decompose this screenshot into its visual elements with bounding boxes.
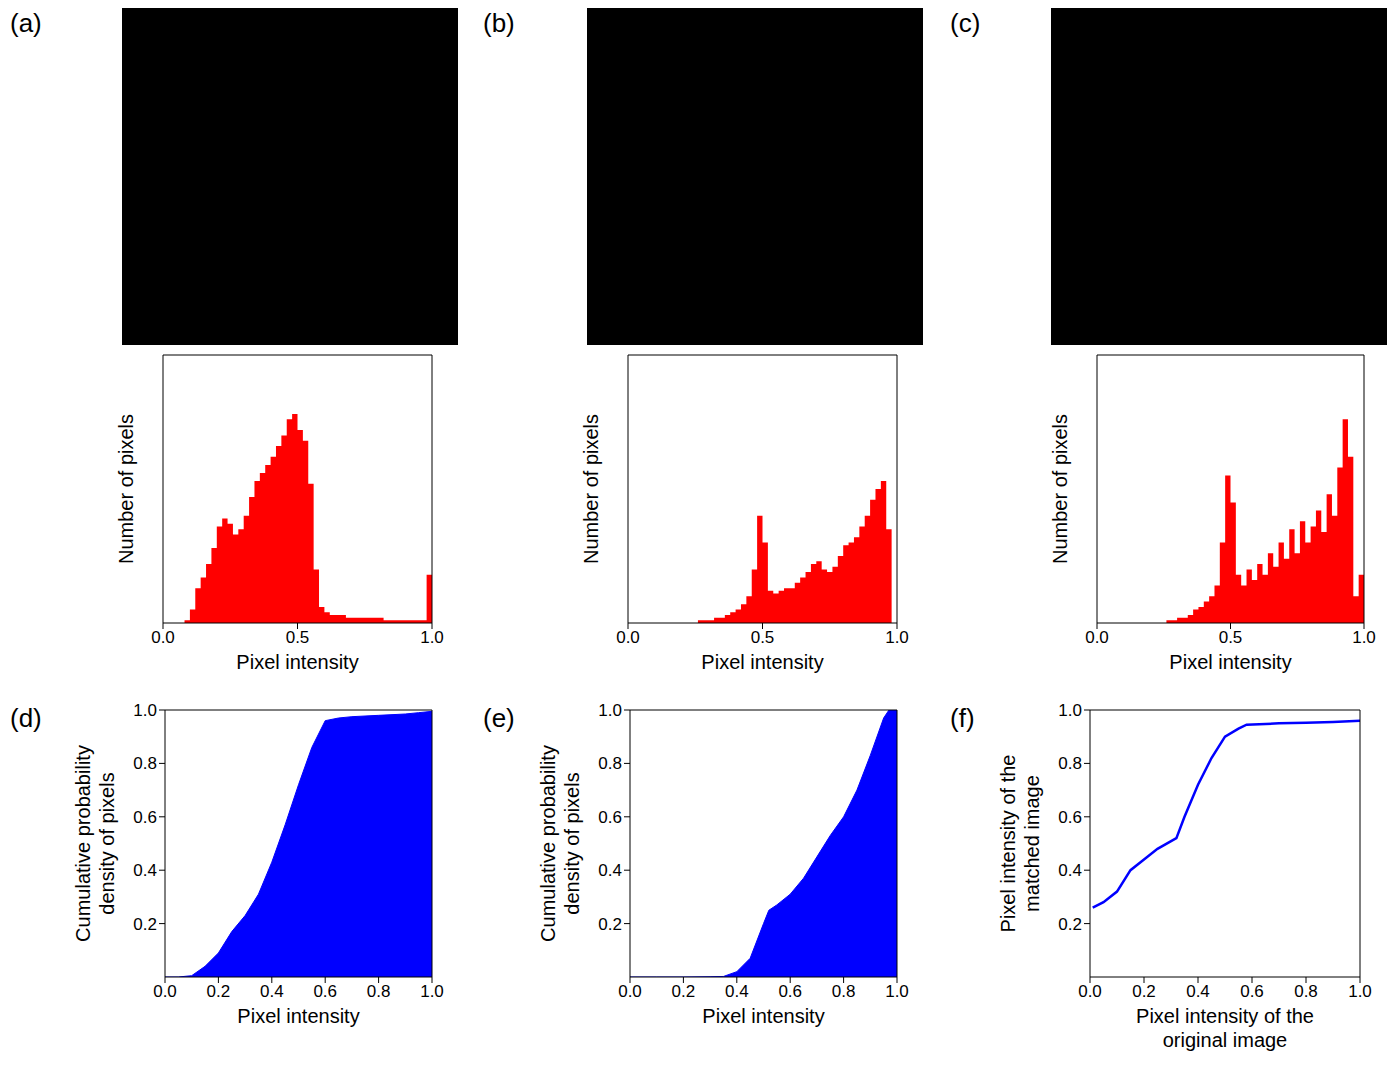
svg-text:0.5: 0.5 (751, 628, 775, 647)
svg-text:1.0: 1.0 (420, 982, 444, 1001)
html-text:(b): (b) (483, 8, 515, 38)
svg-text:matched image: matched image (1021, 775, 1043, 912)
svg-text:0.0: 0.0 (616, 628, 640, 647)
svg-text:0.2: 0.2 (207, 982, 231, 1001)
svg-text:0.8: 0.8 (367, 982, 391, 1001)
svg-text:0.0: 0.0 (618, 982, 642, 1001)
svg-text:1.0: 1.0 (885, 982, 909, 1001)
svg-text:Pixel intensity of the: Pixel intensity of the (997, 755, 1019, 933)
svg-text:1.0: 1.0 (1058, 701, 1082, 720)
html-text:(a): (a) (10, 8, 42, 38)
svg-text:0.6: 0.6 (598, 808, 622, 827)
svg-text:0.2: 0.2 (672, 982, 696, 1001)
svg-text:0.8: 0.8 (133, 754, 157, 773)
svg-text:0.6: 0.6 (778, 982, 802, 1001)
svg-text:0.0: 0.0 (1078, 982, 1102, 1001)
svg-text:Number of pixels: Number of pixels (580, 414, 602, 564)
html-text:(c): (c) (950, 8, 981, 38)
svg-text:1.0: 1.0 (1348, 982, 1372, 1001)
svg-text:0.2: 0.2 (598, 915, 622, 934)
svg-text:0.0: 0.0 (1085, 628, 1109, 647)
svg-text:0.8: 0.8 (598, 754, 622, 773)
svg-text:0.4: 0.4 (133, 861, 157, 880)
svg-text:1.0: 1.0 (885, 628, 909, 647)
svg-text:1.0: 1.0 (420, 628, 444, 647)
svg-text:0.0: 0.0 (151, 628, 175, 647)
svg-text:1.0: 1.0 (133, 701, 157, 720)
svg-text:0.4: 0.4 (598, 861, 622, 880)
svg-text:Pixel intensity: Pixel intensity (1169, 651, 1291, 673)
svg-text:0.8: 0.8 (1058, 754, 1082, 773)
svg-text:density of pixels: density of pixels (96, 772, 118, 914)
svg-text:0.8: 0.8 (832, 982, 856, 1001)
svg-text:0.6: 0.6 (133, 808, 157, 827)
svg-text:0.2: 0.2 (1058, 915, 1082, 934)
svg-text:Pixel intensity: Pixel intensity (701, 651, 823, 673)
svg-text:0.6: 0.6 (313, 982, 337, 1001)
svg-text:0.4: 0.4 (725, 982, 749, 1001)
svg-text:0.4: 0.4 (1186, 982, 1210, 1001)
html-text:(f): (f) (950, 703, 975, 733)
svg-text:density of pixels: density of pixels (561, 772, 583, 914)
html-text:(e): (e) (483, 703, 515, 733)
svg-text:Cumulative probability: Cumulative probability (72, 745, 94, 942)
svg-text:Number of pixels: Number of pixels (1049, 414, 1071, 564)
svg-text:1.0: 1.0 (1352, 628, 1376, 647)
svg-text:original image: original image (1163, 1029, 1288, 1051)
svg-text:0.2: 0.2 (133, 915, 157, 934)
svg-text:0.5: 0.5 (286, 628, 310, 647)
svg-text:Pixel intensity of the: Pixel intensity of the (1136, 1005, 1314, 1027)
svg-text:Number of pixels: Number of pixels (115, 414, 137, 564)
svg-text:1.0: 1.0 (598, 701, 622, 720)
html-text:(d): (d) (10, 703, 42, 733)
svg-text:0.5: 0.5 (1219, 628, 1243, 647)
svg-text:Pixel intensity: Pixel intensity (702, 1005, 824, 1027)
svg-text:Pixel intensity: Pixel intensity (236, 651, 358, 673)
svg-text:0.8: 0.8 (1294, 982, 1318, 1001)
svg-text:0.4: 0.4 (260, 982, 284, 1001)
svg-text:0.6: 0.6 (1058, 808, 1082, 827)
svg-text:0.0: 0.0 (153, 982, 177, 1001)
svg-text:0.4: 0.4 (1058, 861, 1082, 880)
svg-text:0.6: 0.6 (1240, 982, 1264, 1001)
svg-text:Pixel intensity: Pixel intensity (237, 1005, 359, 1027)
svg-text:0.2: 0.2 (1132, 982, 1156, 1001)
svg-text:Cumulative probability: Cumulative probability (537, 745, 559, 942)
